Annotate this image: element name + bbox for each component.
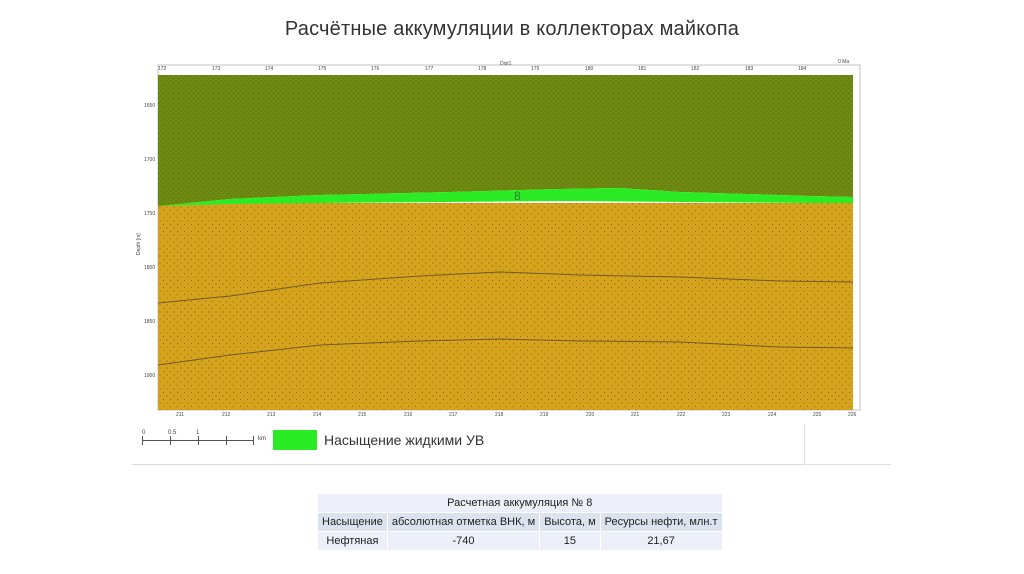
- depth-tick-label: 1650: [144, 103, 155, 109]
- depth-axis: 1650 1700 1750 1800 1850 1900 Depth [m]: [136, 103, 155, 379]
- top-tick-label: 172: [158, 66, 167, 72]
- bottom-tick-label: 221: [631, 412, 640, 418]
- bottom-tick-label: 213: [267, 412, 276, 418]
- depth-tick-label: 1900: [144, 373, 155, 379]
- bottom-tick-label: 220: [586, 412, 595, 418]
- top-axis-label: Dist1: [500, 61, 512, 67]
- bottom-tick-label: 226: [848, 412, 857, 418]
- bottom-tick-label: 219: [540, 412, 549, 418]
- table-cell: 21,67: [599, 531, 723, 551]
- bottom-tick-label: 214: [313, 412, 322, 418]
- top-tick-label: 177: [425, 66, 434, 72]
- top-axis: 172 173 174 175 176 177 178 179 180 181 …: [158, 59, 849, 72]
- table-header-cell: Насыщение: [317, 512, 388, 532]
- top-tick-label: 173: [212, 66, 221, 72]
- bottom-tick-label: 212: [222, 412, 231, 418]
- slide-title: Расчётные аккумуляции в коллекторах майк…: [284, 18, 740, 40]
- legend-label: Насыщение жидкими УВ: [324, 432, 485, 448]
- top-tick-label: 175: [318, 66, 327, 72]
- bottom-axis: 211 212 213 214 215 216 217 218 219 220 …: [176, 412, 857, 418]
- accumulation-label: 8: [514, 189, 521, 203]
- scale-label: 1: [196, 430, 200, 436]
- top-right-label: 0 Ma: [838, 59, 849, 65]
- top-tick-label: 179: [531, 66, 540, 72]
- table-header-cell: Высота, м: [539, 512, 601, 532]
- top-tick-label: 183: [745, 66, 754, 72]
- scale-label: 0: [142, 430, 146, 436]
- geological-section: 8 172 173 174 175 176 177 178 179 180 18…: [136, 59, 861, 418]
- legend: 0 0.5 1 km Насыщение жидкими УВ: [132, 424, 804, 465]
- bottom-tick-label: 216: [404, 412, 413, 418]
- table-cell: Нефтяная: [317, 531, 388, 551]
- depth-tick-label: 1850: [144, 319, 155, 325]
- scale-unit: km: [258, 436, 266, 442]
- top-tick-label: 174: [265, 66, 274, 72]
- bottom-tick-label: 225: [813, 412, 822, 418]
- oil-saturation-swatch: [273, 430, 317, 450]
- bottom-tick-label: 223: [722, 412, 731, 418]
- horizon-line-lower: [157, 338, 854, 366]
- oil-accumulation: [158, 188, 853, 206]
- table-header-cell: Ресурсы нефти, млн.т: [599, 512, 723, 532]
- legend-frame: [804, 424, 891, 465]
- top-tick-label: 181: [638, 66, 647, 72]
- scale-label: 0.5: [168, 430, 177, 436]
- bottom-tick-label: 217: [449, 412, 458, 418]
- bottom-tick-label: 215: [358, 412, 367, 418]
- depth-tick-label: 1700: [144, 157, 155, 163]
- depth-tick-label: 1800: [144, 265, 155, 271]
- bottom-tick-label: 224: [768, 412, 777, 418]
- top-tick-label: 176: [371, 66, 380, 72]
- table-header-cell: абсолютная отметка ВНК, м: [386, 512, 541, 532]
- top-tick-label: 180: [585, 66, 594, 72]
- table-title: Расчетная аккумуляция № 8: [317, 493, 723, 513]
- bottom-tick-label: 218: [495, 412, 504, 418]
- seal-texture: [158, 75, 853, 206]
- top-tick-label: 184: [798, 66, 807, 72]
- top-tick-label: 182: [691, 66, 700, 72]
- horizon-line-upper: [157, 271, 854, 304]
- bottom-tick-label: 211: [176, 412, 184, 418]
- scale-bar: 0 0.5 1 km: [142, 430, 266, 456]
- depth-tick-label: 1750: [144, 211, 155, 217]
- top-tick-label: 178: [478, 66, 487, 72]
- depth-axis-label: Depth [m]: [136, 233, 142, 255]
- accumulation-table: Расчетная аккумуляция № 8 Насыщение абсо…: [317, 493, 723, 551]
- table-cell: -740: [386, 531, 541, 551]
- bottom-tick-label: 222: [677, 412, 686, 418]
- table-cell: 15: [539, 531, 601, 551]
- reservoir-texture: [158, 203, 853, 410]
